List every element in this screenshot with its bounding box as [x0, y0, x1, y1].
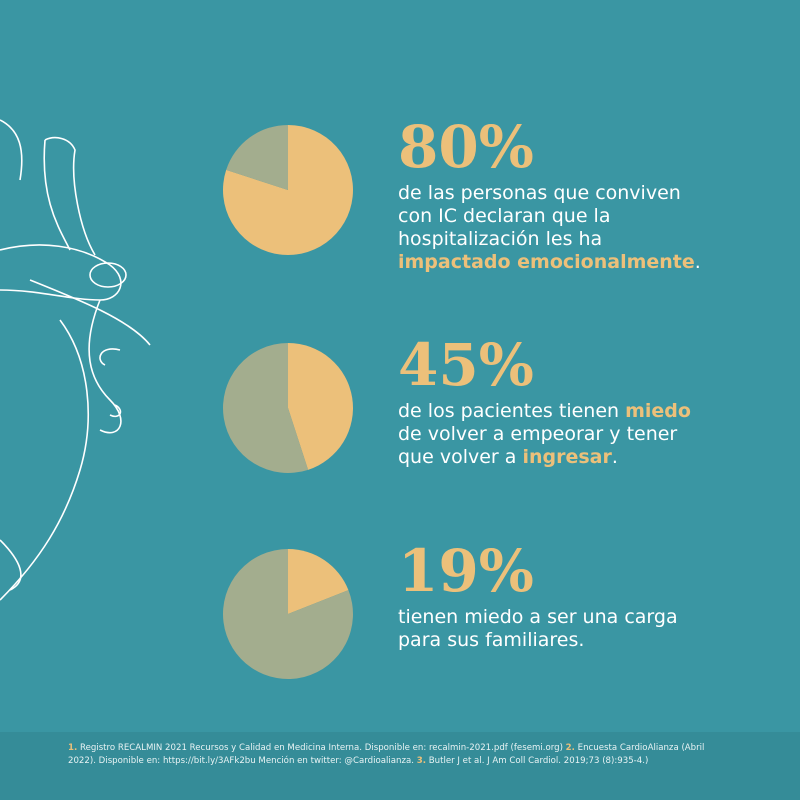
text: . — [611, 446, 618, 468]
pie-slice — [226, 125, 288, 190]
text: de los pacientes tienen — [398, 400, 626, 422]
text: de las personas que conviven con IC decl… — [398, 182, 681, 250]
pie-slice — [288, 549, 349, 614]
highlight: miedo — [625, 400, 691, 422]
percent-label: 80% — [398, 113, 534, 181]
footnote-number: 1. — [68, 743, 78, 753]
footnote-text: Registro RECALMIN 2021 Recursos y Calida… — [79, 743, 563, 753]
text: de volver a empeorar y tener que volver … — [398, 423, 678, 468]
highlight: ingresar — [522, 446, 612, 468]
text: . — [694, 251, 701, 273]
footnote-number: 2. — [565, 743, 575, 753]
pie-slice — [222, 343, 309, 473]
pie-slice — [288, 343, 353, 470]
footnote-text: Encuesta CardioAlianza (Abril 2022). Dis… — [68, 743, 705, 766]
text: tienen miedo a ser una carga para sus fa… — [398, 606, 678, 651]
pie-slice — [223, 125, 354, 256]
heart-outline — [0, 119, 151, 601]
description: de los pacientes tienen miedo de volver … — [398, 400, 718, 469]
description: de las personas que conviven con IC decl… — [398, 182, 718, 274]
art — [0, 119, 354, 679]
footnote-text: Butler J et al. J Am Coll Cardiol. 2019;… — [428, 756, 649, 766]
description: tienen miedo a ser una carga para sus fa… — [398, 606, 718, 652]
percent-label: 45% — [398, 331, 534, 399]
pie-slice — [222, 549, 353, 679]
highlight: impactado emocionalmente — [398, 251, 695, 273]
footnotes: 1. Registro RECALMIN 2021 Recursos y Cal… — [0, 732, 800, 800]
footnote-number: 3. — [416, 756, 426, 766]
percent-label: 19% — [398, 537, 534, 605]
